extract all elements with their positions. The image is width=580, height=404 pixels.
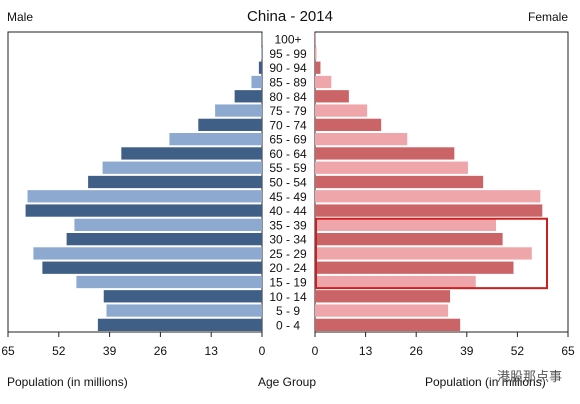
female-bar xyxy=(315,175,484,189)
age-group-label: 70 - 74 xyxy=(269,118,307,132)
male-bar xyxy=(74,218,262,231)
female-tick-label: 39 xyxy=(460,344,474,358)
age-group-label: 60 - 64 xyxy=(269,147,307,161)
x-axis-label-left: Population (in millions) xyxy=(7,375,128,389)
female-bar xyxy=(315,275,476,289)
x-axis-label-center: Age Group xyxy=(258,375,316,389)
female-tick-label: 52 xyxy=(511,344,525,358)
male-plot-area xyxy=(7,31,263,333)
age-group-label: 85 - 89 xyxy=(269,76,307,90)
age-group-label: 95 - 99 xyxy=(269,47,307,61)
male-bar xyxy=(261,33,263,46)
age-group-label: 55 - 59 xyxy=(269,161,307,175)
female-bar xyxy=(315,261,514,274)
female-bar xyxy=(315,304,449,317)
male-bar xyxy=(76,275,262,289)
female-bar xyxy=(315,118,382,131)
male-bar xyxy=(27,190,262,203)
male-bar xyxy=(169,133,262,146)
female-bar xyxy=(315,233,503,246)
age-group-label: 75 - 79 xyxy=(269,104,307,118)
watermark-text: 港股那点事 xyxy=(497,369,562,384)
female-bar xyxy=(315,90,349,103)
male-bar xyxy=(25,204,263,217)
age-group-label: 30 - 34 xyxy=(269,233,307,247)
age-group-label: 80 - 84 xyxy=(269,90,307,104)
male-bar xyxy=(106,304,262,317)
female-bar xyxy=(315,104,368,117)
highlight-box xyxy=(315,217,548,290)
female-bar xyxy=(315,247,532,260)
female-bar xyxy=(315,61,321,74)
chart-title: China - 2014 xyxy=(247,8,333,25)
male-bar xyxy=(121,147,262,160)
female-bar xyxy=(315,290,451,303)
male-bar xyxy=(88,175,262,189)
age-group-label: 40 - 44 xyxy=(269,204,307,218)
male-tick-label: 26 xyxy=(154,344,168,358)
age-group-label: 0 - 4 xyxy=(276,318,300,332)
male-tick-label: 52 xyxy=(52,344,66,358)
female-bar xyxy=(315,133,408,146)
male-bar xyxy=(97,318,262,331)
age-group-label: 15 - 19 xyxy=(269,276,307,290)
age-group-label: 25 - 29 xyxy=(269,247,307,261)
male-bar xyxy=(66,233,262,246)
female-bar xyxy=(315,75,332,89)
x-axis-ticks: 65 52 39 26 13 0 0 13 26 39 52 65 xyxy=(1,332,575,358)
female-tick-label: 26 xyxy=(410,344,424,358)
age-group-label: 100+ xyxy=(274,33,301,47)
male-bar xyxy=(42,261,262,274)
female-bar xyxy=(315,33,316,46)
female-tick-label: 13 xyxy=(359,344,373,358)
female-bar xyxy=(315,161,468,174)
male-bar xyxy=(103,290,262,303)
female-bar xyxy=(315,318,461,331)
age-group-label: 50 - 54 xyxy=(269,176,307,190)
age-group-label: 90 - 94 xyxy=(269,61,307,75)
male-tick-label: 13 xyxy=(205,344,219,358)
male-label: Male xyxy=(7,10,33,24)
male-bar xyxy=(261,47,262,60)
highlight-rectangle xyxy=(315,217,548,290)
male-bar xyxy=(198,118,262,131)
female-label: Female xyxy=(528,10,568,24)
age-group-label: 65 - 69 xyxy=(269,133,307,147)
female-bar xyxy=(315,190,541,203)
x-axis-label-right: Population (in millions) xyxy=(425,375,546,389)
female-bar xyxy=(315,147,455,160)
age-group-label: 10 - 14 xyxy=(269,290,307,304)
female-tick-label: 65 xyxy=(561,344,575,358)
age-group-label: 35 - 39 xyxy=(269,218,307,232)
male-bar xyxy=(102,161,262,174)
female-tick-label: 0 xyxy=(312,344,319,358)
age-group-label: 5 - 9 xyxy=(276,304,300,318)
female-bar xyxy=(315,47,317,60)
age-group-label: 20 - 24 xyxy=(269,261,307,275)
male-bar xyxy=(33,247,263,260)
male-bar xyxy=(215,104,262,117)
male-bar xyxy=(251,75,262,89)
male-bar xyxy=(258,61,262,74)
female-bar xyxy=(315,218,496,231)
female-plot-area xyxy=(314,31,569,333)
age-group-label: 45 - 49 xyxy=(269,190,307,204)
male-tick-label: 0 xyxy=(259,344,266,358)
male-tick-label: 39 xyxy=(103,344,117,358)
male-tick-label: 65 xyxy=(1,344,15,358)
female-bar xyxy=(315,204,543,217)
male-bar xyxy=(234,90,262,103)
